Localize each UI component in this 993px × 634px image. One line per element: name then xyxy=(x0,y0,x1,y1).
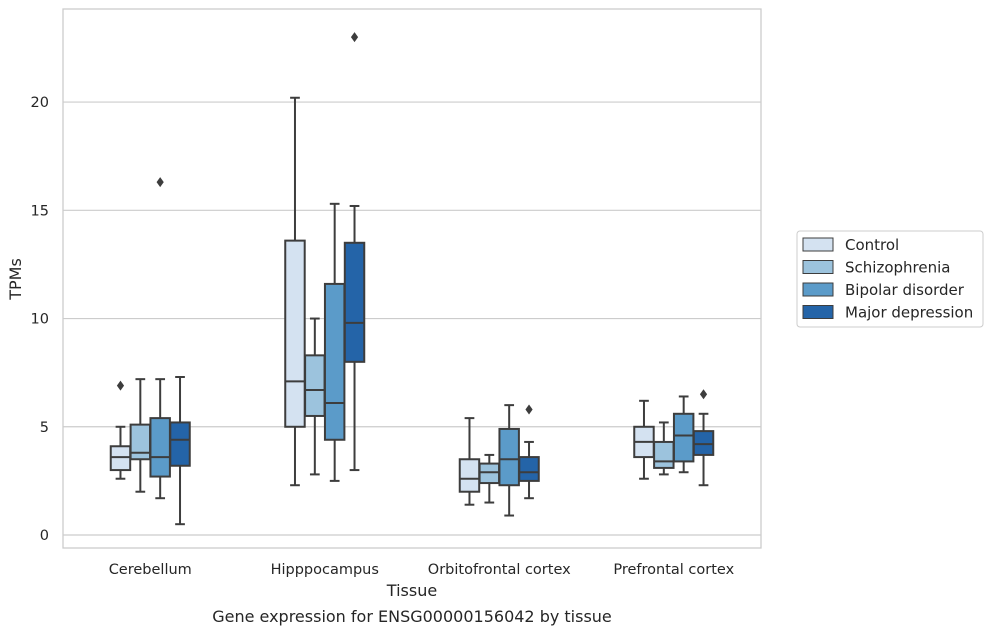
box-group xyxy=(129,378,152,493)
y-tick-label: 15 xyxy=(31,203,49,219)
legend-swatch xyxy=(802,305,834,319)
legend: Control Schizophrenia Bipolar disorder Majo… xyxy=(796,230,984,328)
box-group xyxy=(653,421,675,476)
outlier-point xyxy=(525,404,533,415)
x-tick-label: Prefrontal cortex xyxy=(613,562,734,578)
box-group xyxy=(633,399,655,480)
box-group xyxy=(343,32,366,472)
box-iqr xyxy=(343,241,366,363)
box-group xyxy=(672,395,695,474)
series-bipolar-disorder xyxy=(149,177,695,517)
box-iqr xyxy=(692,430,715,456)
outlier-point xyxy=(156,177,164,188)
box-group xyxy=(304,317,326,476)
box-iqr xyxy=(458,458,481,493)
outlier-point xyxy=(350,32,359,43)
y-axis-title: TPMs xyxy=(6,258,25,301)
y-tick-label: 0 xyxy=(40,528,49,544)
legend-label: Bipolar disorder xyxy=(845,281,965,299)
box-iqr xyxy=(518,456,540,482)
series-major-depression xyxy=(169,32,715,526)
legend-frame xyxy=(796,230,984,328)
box-iqr xyxy=(129,423,152,461)
box-series xyxy=(109,32,715,526)
box-iqr xyxy=(169,421,191,467)
box-iqr xyxy=(672,412,695,463)
y-tick-labels: 0 5 10 15 20 xyxy=(31,95,49,544)
y-tick-label: 10 xyxy=(31,312,49,328)
x-tick-label: Cerebellum xyxy=(109,562,192,578)
legend-swatch xyxy=(802,282,834,297)
box-iqr xyxy=(284,239,306,428)
box-iqr xyxy=(653,440,675,469)
legend-label: Schizophrenia xyxy=(845,259,950,277)
y-tick-label: 5 xyxy=(40,420,49,436)
legend-label: Major depression xyxy=(845,304,973,322)
outlier-point xyxy=(699,389,708,400)
y-tick-label: 20 xyxy=(31,95,49,111)
box-iqr xyxy=(323,282,346,441)
outlier-point xyxy=(116,380,125,391)
figure-caption: Gene expression for ENSG00000156042 by t… xyxy=(212,607,612,626)
legend-items: Control Schizophrenia Bipolar disorder Majo… xyxy=(802,236,973,322)
x-tick-labels: Cerebellum Hipppocampus Orbitofrontal cort… xyxy=(109,562,735,578)
box-group xyxy=(518,404,540,500)
box-group xyxy=(109,380,132,480)
box-iqr xyxy=(149,417,171,478)
box-group xyxy=(323,202,346,482)
legend-label: Control xyxy=(845,236,899,254)
legend-swatch xyxy=(802,260,834,274)
series-control xyxy=(109,96,655,506)
x-axis-title: Tissue xyxy=(386,581,437,600)
x-tick-label: Orbitofrontal cortex xyxy=(428,562,571,578)
x-tick-label: Hipppocampus xyxy=(271,562,379,578)
box-iqr xyxy=(498,427,520,487)
box-group xyxy=(284,96,306,487)
box-group xyxy=(169,375,191,526)
box-iqr xyxy=(304,354,326,417)
box-iqr xyxy=(478,462,501,485)
box-group xyxy=(458,417,481,506)
legend-swatch xyxy=(802,237,834,252)
series-schizophrenia xyxy=(129,317,675,504)
box-group xyxy=(692,389,715,487)
box-iqr xyxy=(109,445,132,472)
box-group xyxy=(498,404,520,517)
